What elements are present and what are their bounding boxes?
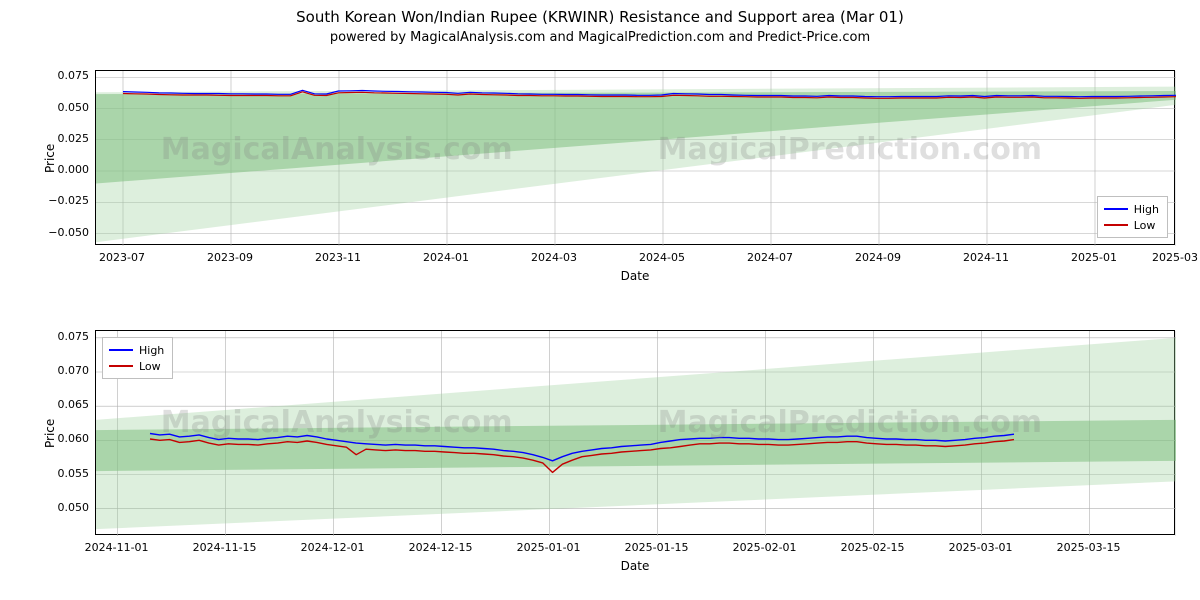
xtick-label: 2023-09: [207, 251, 253, 264]
ytick-label: −0.050: [48, 226, 89, 239]
xtick-label: 2024-11-15: [193, 541, 257, 554]
legend: High Low: [102, 337, 173, 379]
ytick-label: 0.000: [58, 163, 90, 176]
chart-title: South Korean Won/Indian Rupee (KRWINR) R…: [0, 8, 1200, 26]
ylabel-top: Price: [43, 143, 57, 172]
xtick-label: 2024-05: [639, 251, 685, 264]
xtick-label: 2025-01: [1071, 251, 1117, 264]
legend-swatch: [109, 365, 133, 367]
legend-entry: High: [1104, 201, 1159, 217]
legend-label: High: [1134, 203, 1159, 216]
legend-label: High: [139, 344, 164, 357]
xtick-label: 2024-03: [531, 251, 577, 264]
panel-bottom: MagicalAnalysis.comMagicalPrediction.com…: [95, 330, 1175, 535]
ytick-label: 0.075: [58, 330, 90, 343]
ytick-label: 0.060: [58, 432, 90, 445]
legend-swatch: [109, 349, 133, 351]
xtick-label: 2024-11: [963, 251, 1009, 264]
xtick-label: 2024-12-01: [301, 541, 365, 554]
xtick-label: 2024-12-15: [409, 541, 473, 554]
ytick-label: 0.025: [58, 132, 90, 145]
xtick-label: 2024-07: [747, 251, 793, 264]
legend-entry: Low: [1104, 217, 1159, 233]
legend-label: Low: [1134, 219, 1156, 232]
chart-subtitle: powered by MagicalAnalysis.com and Magic…: [0, 30, 1200, 45]
xtick-label: 2024-09: [855, 251, 901, 264]
xtick-label: 2025-01-15: [625, 541, 689, 554]
xtick-label: 2025-03-15: [1057, 541, 1121, 554]
legend-entry: Low: [109, 358, 164, 374]
ytick-label: 0.070: [58, 364, 90, 377]
ytick-label: 0.065: [58, 398, 90, 411]
legend-swatch: [1104, 208, 1128, 210]
xtick-label: 2023-11: [315, 251, 361, 264]
xlabel-top: Date: [95, 269, 1175, 283]
figure: South Korean Won/Indian Rupee (KRWINR) R…: [0, 0, 1200, 600]
panel-top: MagicalAnalysis.comMagicalPrediction.com…: [95, 70, 1175, 245]
legend-entry: High: [109, 342, 164, 358]
legend: High Low: [1097, 196, 1168, 238]
xtick-label: 2025-02-01: [733, 541, 797, 554]
legend-swatch: [1104, 224, 1128, 226]
xlabel-bottom: Date: [95, 559, 1175, 573]
xtick-label: 2023-07: [99, 251, 145, 264]
ytick-label: 0.055: [58, 467, 90, 480]
ylabel-bottom: Price: [43, 418, 57, 447]
xtick-label: 2025-02-15: [841, 541, 905, 554]
xtick-label: 2024-01: [423, 251, 469, 264]
ytick-label: 0.050: [58, 501, 90, 514]
legend-label: Low: [139, 360, 161, 373]
xtick-label: 2025-03-01: [949, 541, 1013, 554]
xtick-label: 2024-11-01: [85, 541, 149, 554]
xtick-label: 2025-01-01: [517, 541, 581, 554]
ytick-label: 0.075: [58, 69, 90, 82]
ytick-label: 0.050: [58, 101, 90, 114]
ytick-label: −0.025: [48, 194, 89, 207]
xtick-label: 2025-03: [1152, 251, 1198, 264]
